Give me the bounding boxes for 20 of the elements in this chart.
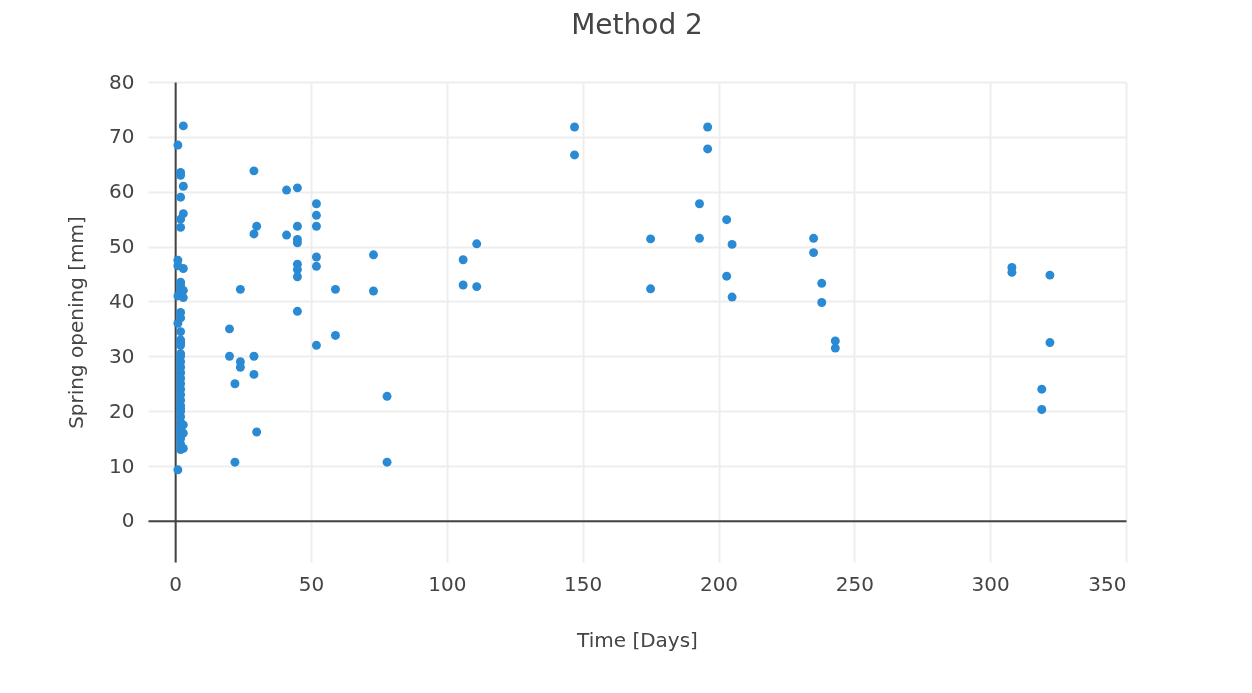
y-tick-label: 0: [121, 508, 135, 533]
y-tick-label: 20: [109, 398, 135, 423]
x-tick-label: 200: [699, 571, 739, 596]
x-axis-title: Time [Days]: [576, 627, 698, 652]
x-tick-label: 300: [971, 571, 1010, 596]
y-tick-label: 40: [109, 288, 135, 313]
x-tick-label: 350: [1088, 571, 1127, 596]
chart-title: Method 2: [571, 8, 703, 41]
y-tick-label: 80: [109, 69, 135, 94]
x-tick-label: 100: [428, 571, 467, 596]
y-tick-label: 10: [109, 453, 135, 478]
x-tick-label: 150: [564, 571, 603, 596]
x-tick-label: 0: [169, 571, 183, 596]
y-tick-label: 70: [109, 124, 135, 149]
y-tick-label: 60: [109, 179, 135, 204]
y-axis-title: Spring opening [mm]: [64, 216, 89, 429]
y-tick-label: 50: [109, 234, 135, 259]
x-tick-label: 50: [298, 571, 325, 596]
x-tick-label: 250: [835, 571, 874, 596]
y-tick-label: 30: [109, 343, 135, 368]
